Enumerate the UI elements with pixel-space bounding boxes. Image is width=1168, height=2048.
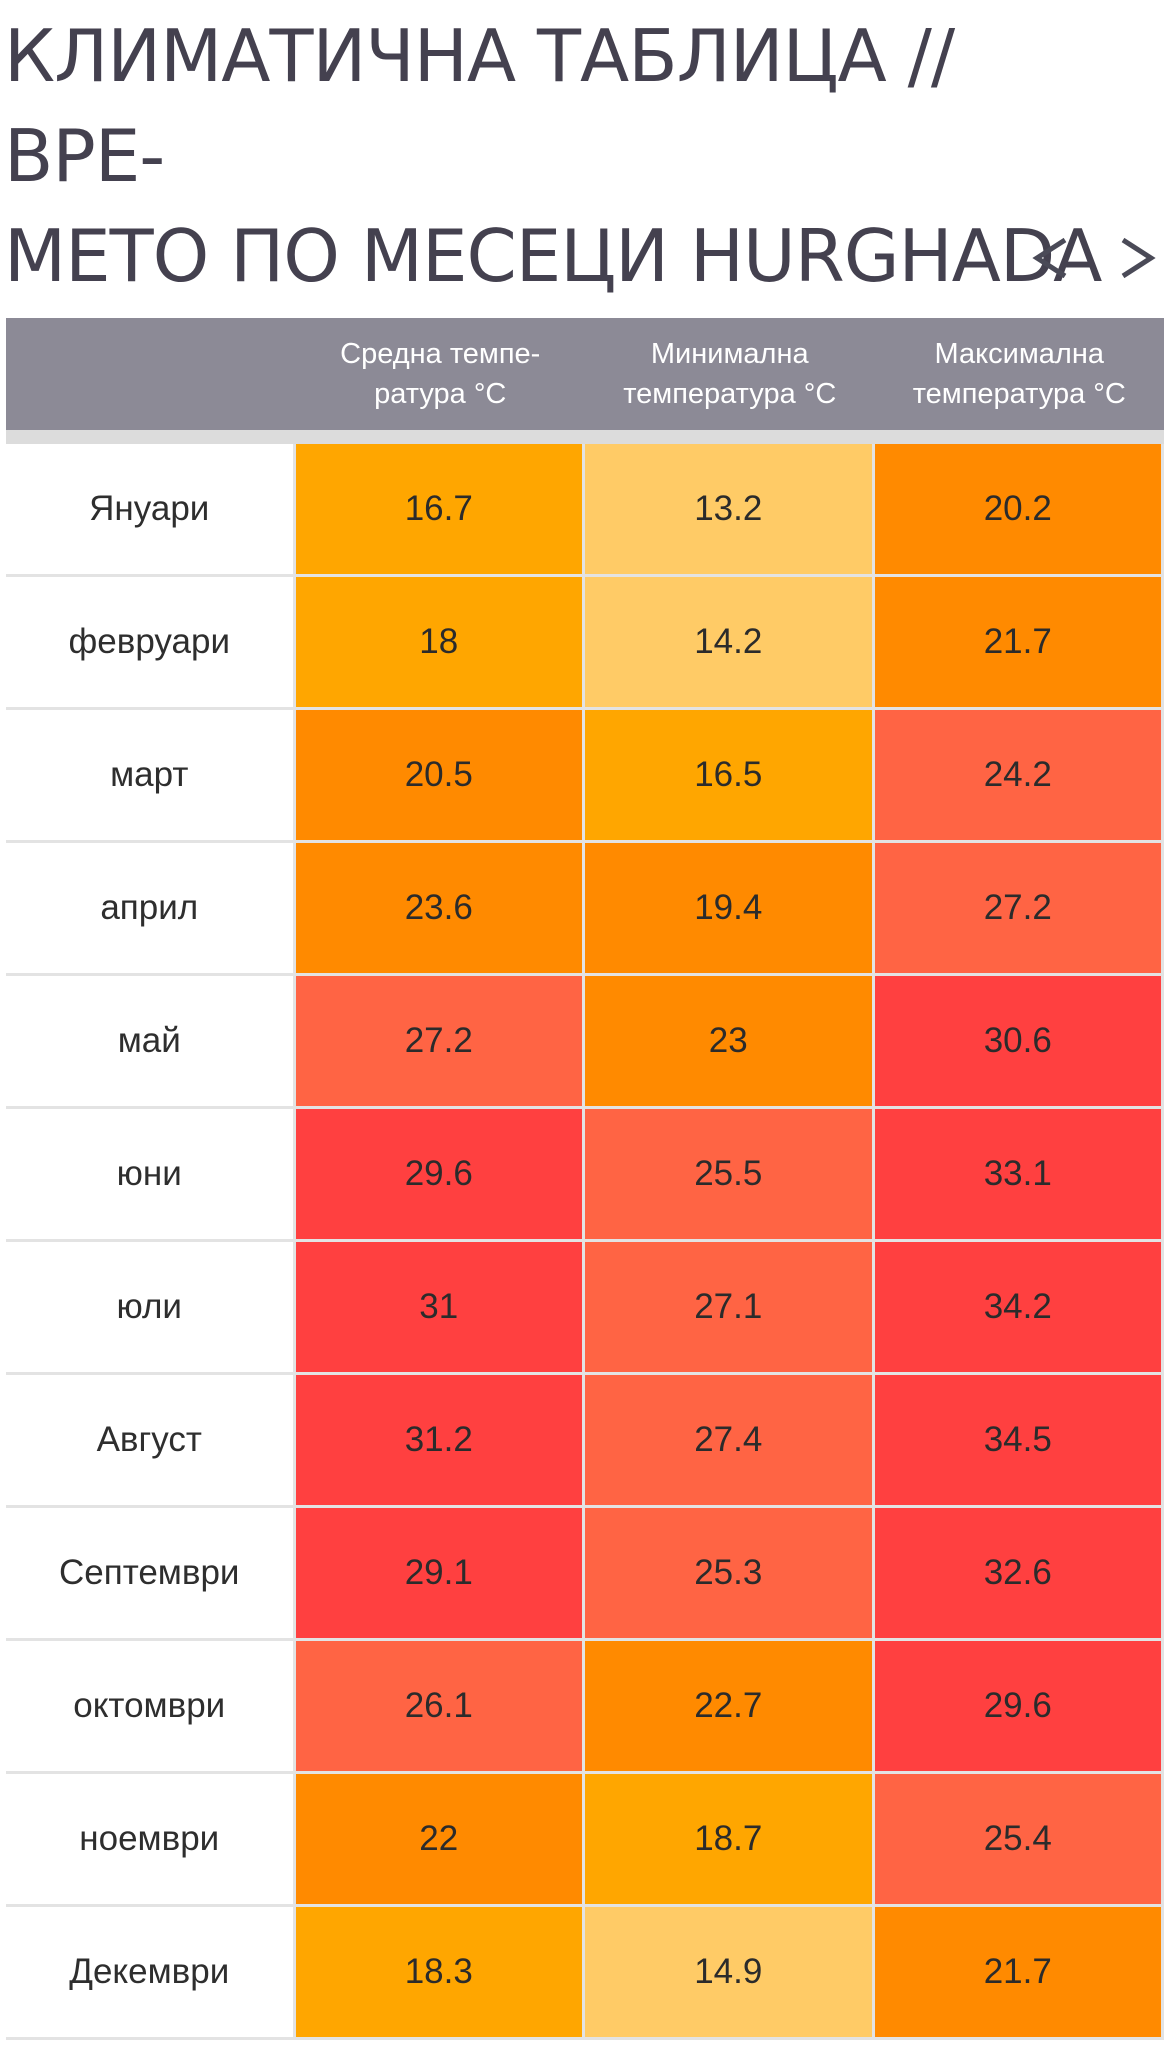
avg-temp-cell: 16.7 bbox=[295, 444, 585, 577]
min-temp-cell: 16.5 bbox=[585, 710, 875, 843]
table-row: февруари 18 14.2 21.7 bbox=[6, 577, 1164, 710]
page-title-line-1: КЛИМАТИЧНА ТАБЛИЦА // ВРЕ- bbox=[4, 14, 955, 198]
header-max-line-1: Максимална bbox=[934, 338, 1104, 370]
min-temp-cell: 23 bbox=[585, 976, 875, 1109]
month-cell: февруари bbox=[6, 577, 296, 710]
month-cell: юни bbox=[6, 1109, 296, 1242]
max-temp-cell: 29.6 bbox=[874, 1641, 1164, 1774]
avg-temp-cell: 23.6 bbox=[295, 843, 585, 976]
month-cell: октомври bbox=[6, 1641, 296, 1774]
prev-button[interactable] bbox=[1026, 218, 1076, 298]
header-min-line-1: Минимална bbox=[650, 338, 809, 370]
header-max-line-2: температура °C bbox=[912, 378, 1126, 410]
max-temp-cell: 34.2 bbox=[874, 1242, 1164, 1375]
avg-temp-cell: 29.1 bbox=[295, 1508, 585, 1641]
max-temp-cell: 25.4 bbox=[874, 1774, 1164, 1907]
avg-temp-cell: 27.2 bbox=[295, 976, 585, 1109]
month-cell: юли bbox=[6, 1242, 296, 1375]
min-temp-cell: 22.7 bbox=[585, 1641, 875, 1774]
table-row: май 27.2 23 30.6 bbox=[6, 976, 1164, 1109]
min-temp-cell: 14.9 bbox=[585, 1907, 875, 2040]
max-temp-cell: 24.2 bbox=[874, 710, 1164, 843]
max-temp-cell: 30.6 bbox=[874, 976, 1164, 1109]
avg-temp-cell: 20.5 bbox=[295, 710, 585, 843]
min-temp-cell: 27.1 bbox=[585, 1242, 875, 1375]
min-temp-cell: 18.7 bbox=[585, 1774, 875, 1907]
table-row: октомври 26.1 22.7 29.6 bbox=[6, 1641, 1164, 1774]
table-row: Август 31.2 27.4 34.5 bbox=[6, 1375, 1164, 1508]
next-button[interactable] bbox=[1112, 218, 1162, 298]
max-temp-cell: 21.7 bbox=[874, 577, 1164, 710]
min-temp-cell: 25.3 bbox=[585, 1508, 875, 1641]
table-row: Януари 16.7 13.2 20.2 bbox=[6, 444, 1164, 577]
chevron-right-icon bbox=[1121, 237, 1156, 279]
max-temp-cell: 27.2 bbox=[874, 843, 1164, 976]
min-temp-cell: 19.4 bbox=[585, 843, 875, 976]
avg-temp-cell: 29.6 bbox=[295, 1109, 585, 1242]
header-avg-temp: Средна темпе- ратура °C bbox=[295, 318, 585, 444]
table-row: юни 29.6 25.5 33.1 bbox=[6, 1109, 1164, 1242]
month-cell: май bbox=[6, 976, 296, 1109]
month-cell: Януари bbox=[6, 444, 296, 577]
max-temp-cell: 20.2 bbox=[874, 444, 1164, 577]
table-row: Декември 18.3 14.9 21.7 bbox=[6, 1907, 1164, 2040]
page-title-line-2: МЕТО ПО МЕСЕЦИ HURGHADA bbox=[4, 214, 1102, 298]
header-max-temp: Максимална температура °C bbox=[874, 318, 1164, 444]
climate-table: Средна темпе- ратура °C Минимална темпер… bbox=[6, 318, 1164, 2040]
month-cell: март bbox=[6, 710, 296, 843]
month-cell: Септември bbox=[6, 1508, 296, 1641]
max-temp-cell: 34.5 bbox=[874, 1375, 1164, 1508]
min-temp-cell: 14.2 bbox=[585, 577, 875, 710]
table-row: април 23.6 19.4 27.2 bbox=[6, 843, 1164, 976]
table-row: Септември 29.1 25.3 32.6 bbox=[6, 1508, 1164, 1641]
avg-temp-cell: 31 bbox=[295, 1242, 585, 1375]
table-row: юли 31 27.1 34.2 bbox=[6, 1242, 1164, 1375]
header-avg-line-1: Средна темпе- bbox=[340, 338, 541, 370]
month-pager bbox=[1026, 218, 1162, 298]
avg-temp-cell: 18.3 bbox=[295, 1907, 585, 2040]
min-temp-cell: 13.2 bbox=[585, 444, 875, 577]
header-avg-line-2: ратура °C bbox=[374, 378, 507, 410]
table-row: март 20.5 16.5 24.2 bbox=[6, 710, 1164, 843]
max-temp-cell: 32.6 bbox=[874, 1508, 1164, 1641]
max-temp-cell: 33.1 bbox=[874, 1109, 1164, 1242]
avg-temp-cell: 18 bbox=[295, 577, 585, 710]
min-temp-cell: 25.5 bbox=[585, 1109, 875, 1242]
min-temp-cell: 27.4 bbox=[585, 1375, 875, 1508]
month-cell: ноември bbox=[6, 1774, 296, 1907]
page-title: КЛИМАТИЧНА ТАБЛИЦА // ВРЕ- МЕТО ПО МЕСЕЦ… bbox=[4, 6, 1124, 306]
avg-temp-cell: 22 bbox=[295, 1774, 585, 1907]
month-cell: Август bbox=[6, 1375, 296, 1508]
month-cell: април bbox=[6, 843, 296, 976]
table-header-row: Средна темпе- ратура °C Минимална темпер… bbox=[6, 318, 1164, 444]
header-min-line-2: температура °C bbox=[623, 378, 837, 410]
header-min-temp: Минимална температура °C bbox=[585, 318, 875, 444]
max-temp-cell: 21.7 bbox=[874, 1907, 1164, 2040]
chevron-left-icon bbox=[1032, 237, 1067, 279]
avg-temp-cell: 31.2 bbox=[295, 1375, 585, 1508]
month-cell: Декември bbox=[6, 1907, 296, 2040]
table-row: ноември 22 18.7 25.4 bbox=[6, 1774, 1164, 1907]
header-month bbox=[6, 318, 296, 444]
avg-temp-cell: 26.1 bbox=[295, 1641, 585, 1774]
